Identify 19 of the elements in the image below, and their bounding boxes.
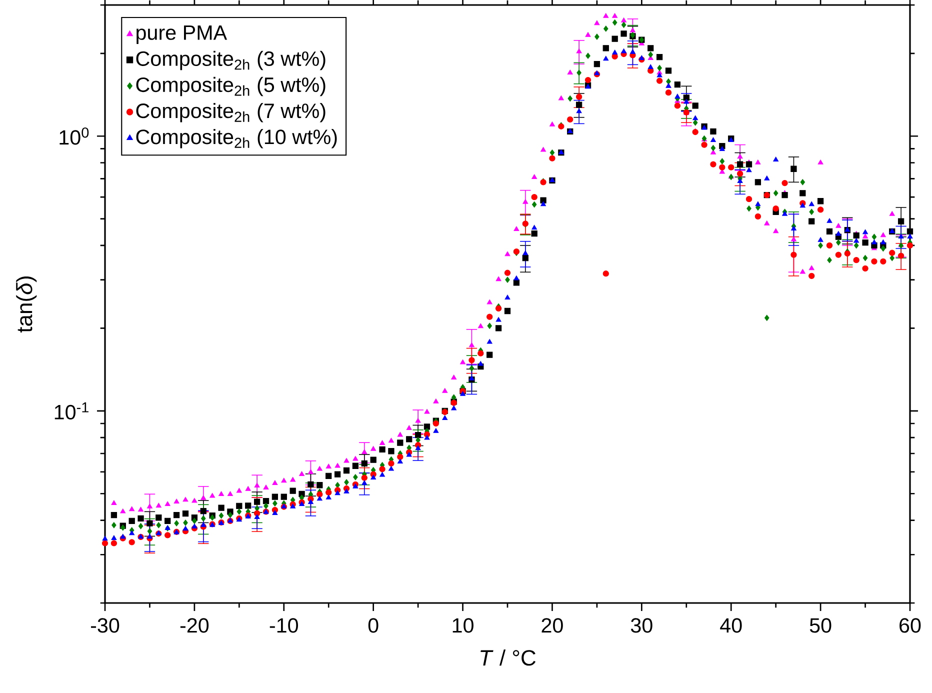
x-tick-label: 40 — [720, 618, 742, 633]
legend-label: Composite$_{2h}$ (3 wt%) — [136, 50, 326, 70]
y-tick-label: 10$^{-1}$ — [54, 402, 88, 420]
x-tick-label: 20 — [542, 618, 563, 633]
legend-label: pure PMA — [136, 26, 228, 44]
x-tick-label: 10 — [452, 618, 474, 633]
x-tick-label: -30 — [90, 618, 120, 633]
legend-label: Composite$_{2h}$ (5 wt%) — [136, 76, 326, 96]
y-axis-title: tan(δ) — [16, 276, 37, 332]
legend-label: Composite$_{2h}$ (10 wt%) — [136, 129, 337, 148]
legend-label: Composite$_{2h}$ (7 wt%) — [136, 102, 326, 122]
x-tick-label: 30 — [630, 618, 652, 633]
x-tick-label: 50 — [810, 618, 832, 633]
x-tick-label: -20 — [180, 618, 209, 633]
y-tick-label: 10$^{0}$ — [60, 127, 89, 145]
x-axis-title: T / °C — [480, 650, 536, 666]
x-tick-label: -10 — [270, 618, 298, 633]
x-tick-label: 60 — [900, 618, 921, 633]
x-tick-label: 0 — [368, 618, 378, 633]
